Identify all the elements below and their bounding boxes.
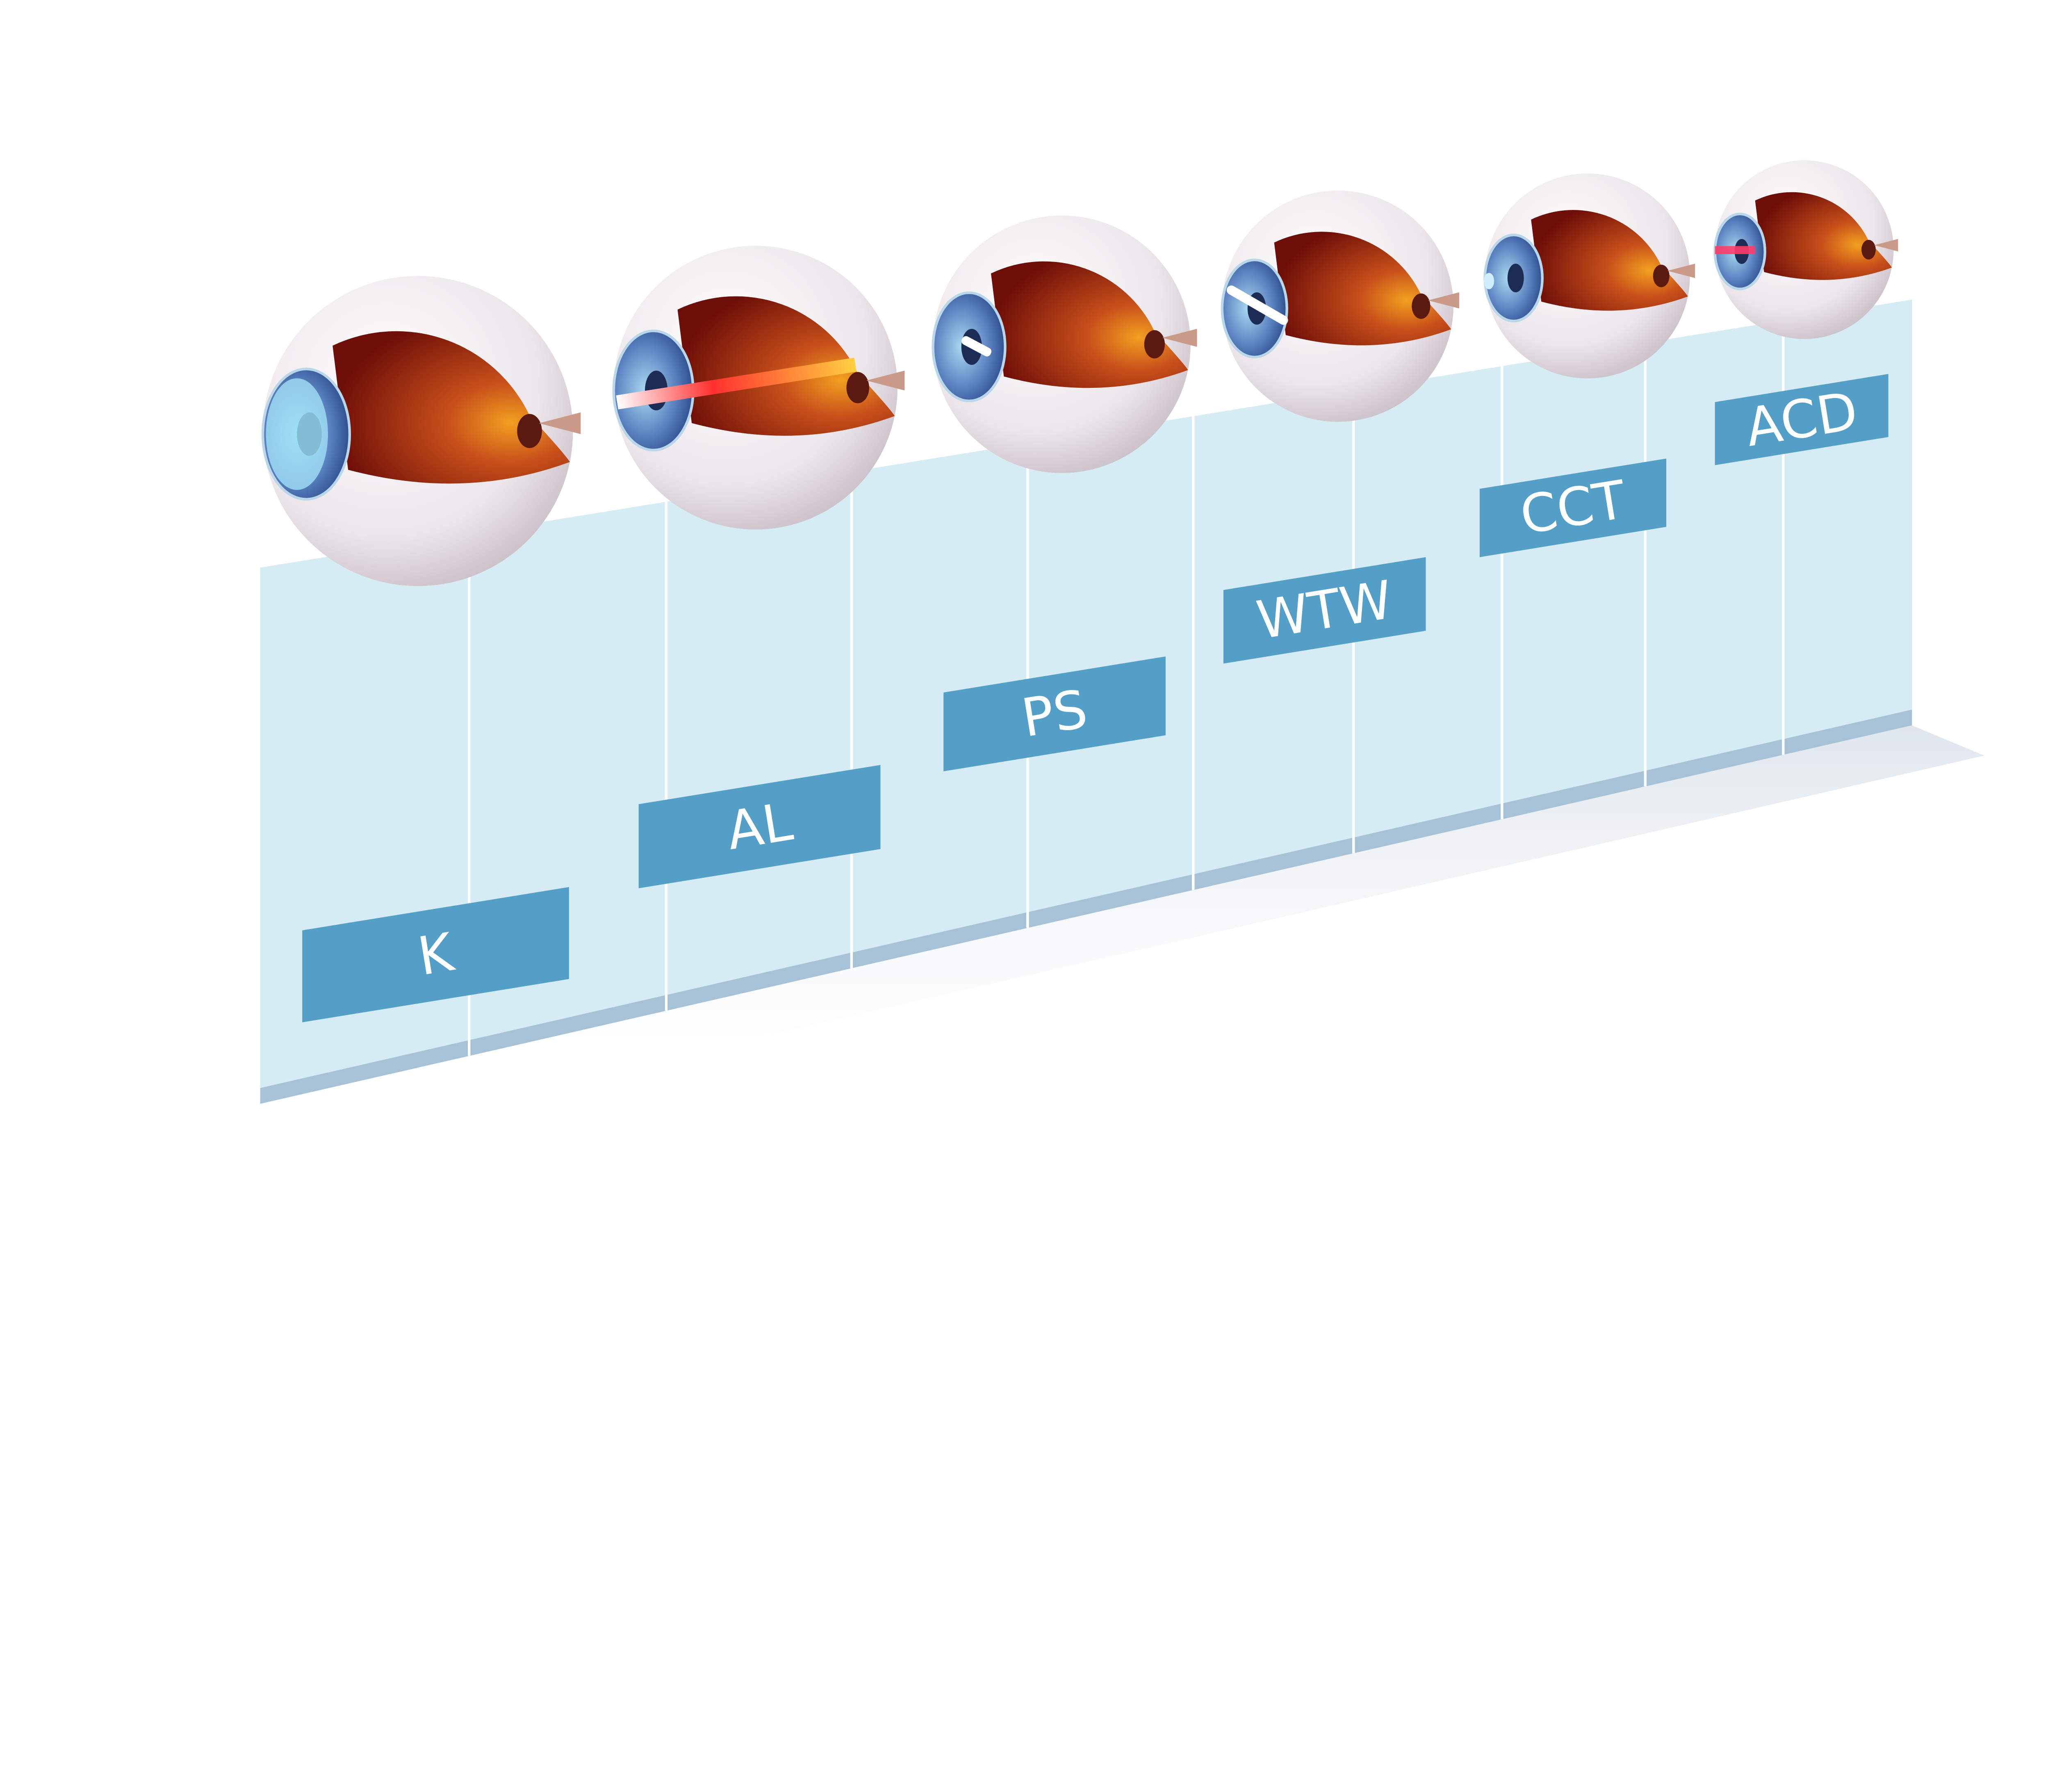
label-text: AL <box>722 791 797 862</box>
eye-illustrations <box>261 160 1898 586</box>
label-text: PS <box>1018 679 1091 749</box>
eye-al-icon <box>612 246 905 530</box>
eye-wtw-icon <box>1221 190 1459 422</box>
panel-base-strip <box>260 709 1912 1104</box>
eye-acd-icon <box>1713 160 1898 339</box>
label-box <box>1223 557 1426 664</box>
label-k: K <box>302 887 569 1022</box>
label-cct: CCT <box>1479 458 1667 557</box>
label-box <box>638 765 881 888</box>
label-box <box>1715 374 1888 465</box>
label-acd: ACD <box>1715 374 1888 465</box>
label-wtw: WTW <box>1223 557 1426 664</box>
floor-shadow <box>260 725 1984 1137</box>
measurement-labels: K AL PS WTW CCT ACD <box>302 374 1888 1022</box>
eye-measurements-diagram: K AL PS WTW CCT ACD <box>260 160 1984 1137</box>
eye-ps-icon <box>932 215 1197 473</box>
eye-k-icon <box>261 276 581 586</box>
eye-cct-icon <box>1483 173 1695 379</box>
label-box <box>943 656 1166 772</box>
label-box <box>302 887 569 1022</box>
label-ps: PS <box>943 656 1166 772</box>
label-al: AL <box>638 765 881 888</box>
label-box <box>1479 458 1667 557</box>
